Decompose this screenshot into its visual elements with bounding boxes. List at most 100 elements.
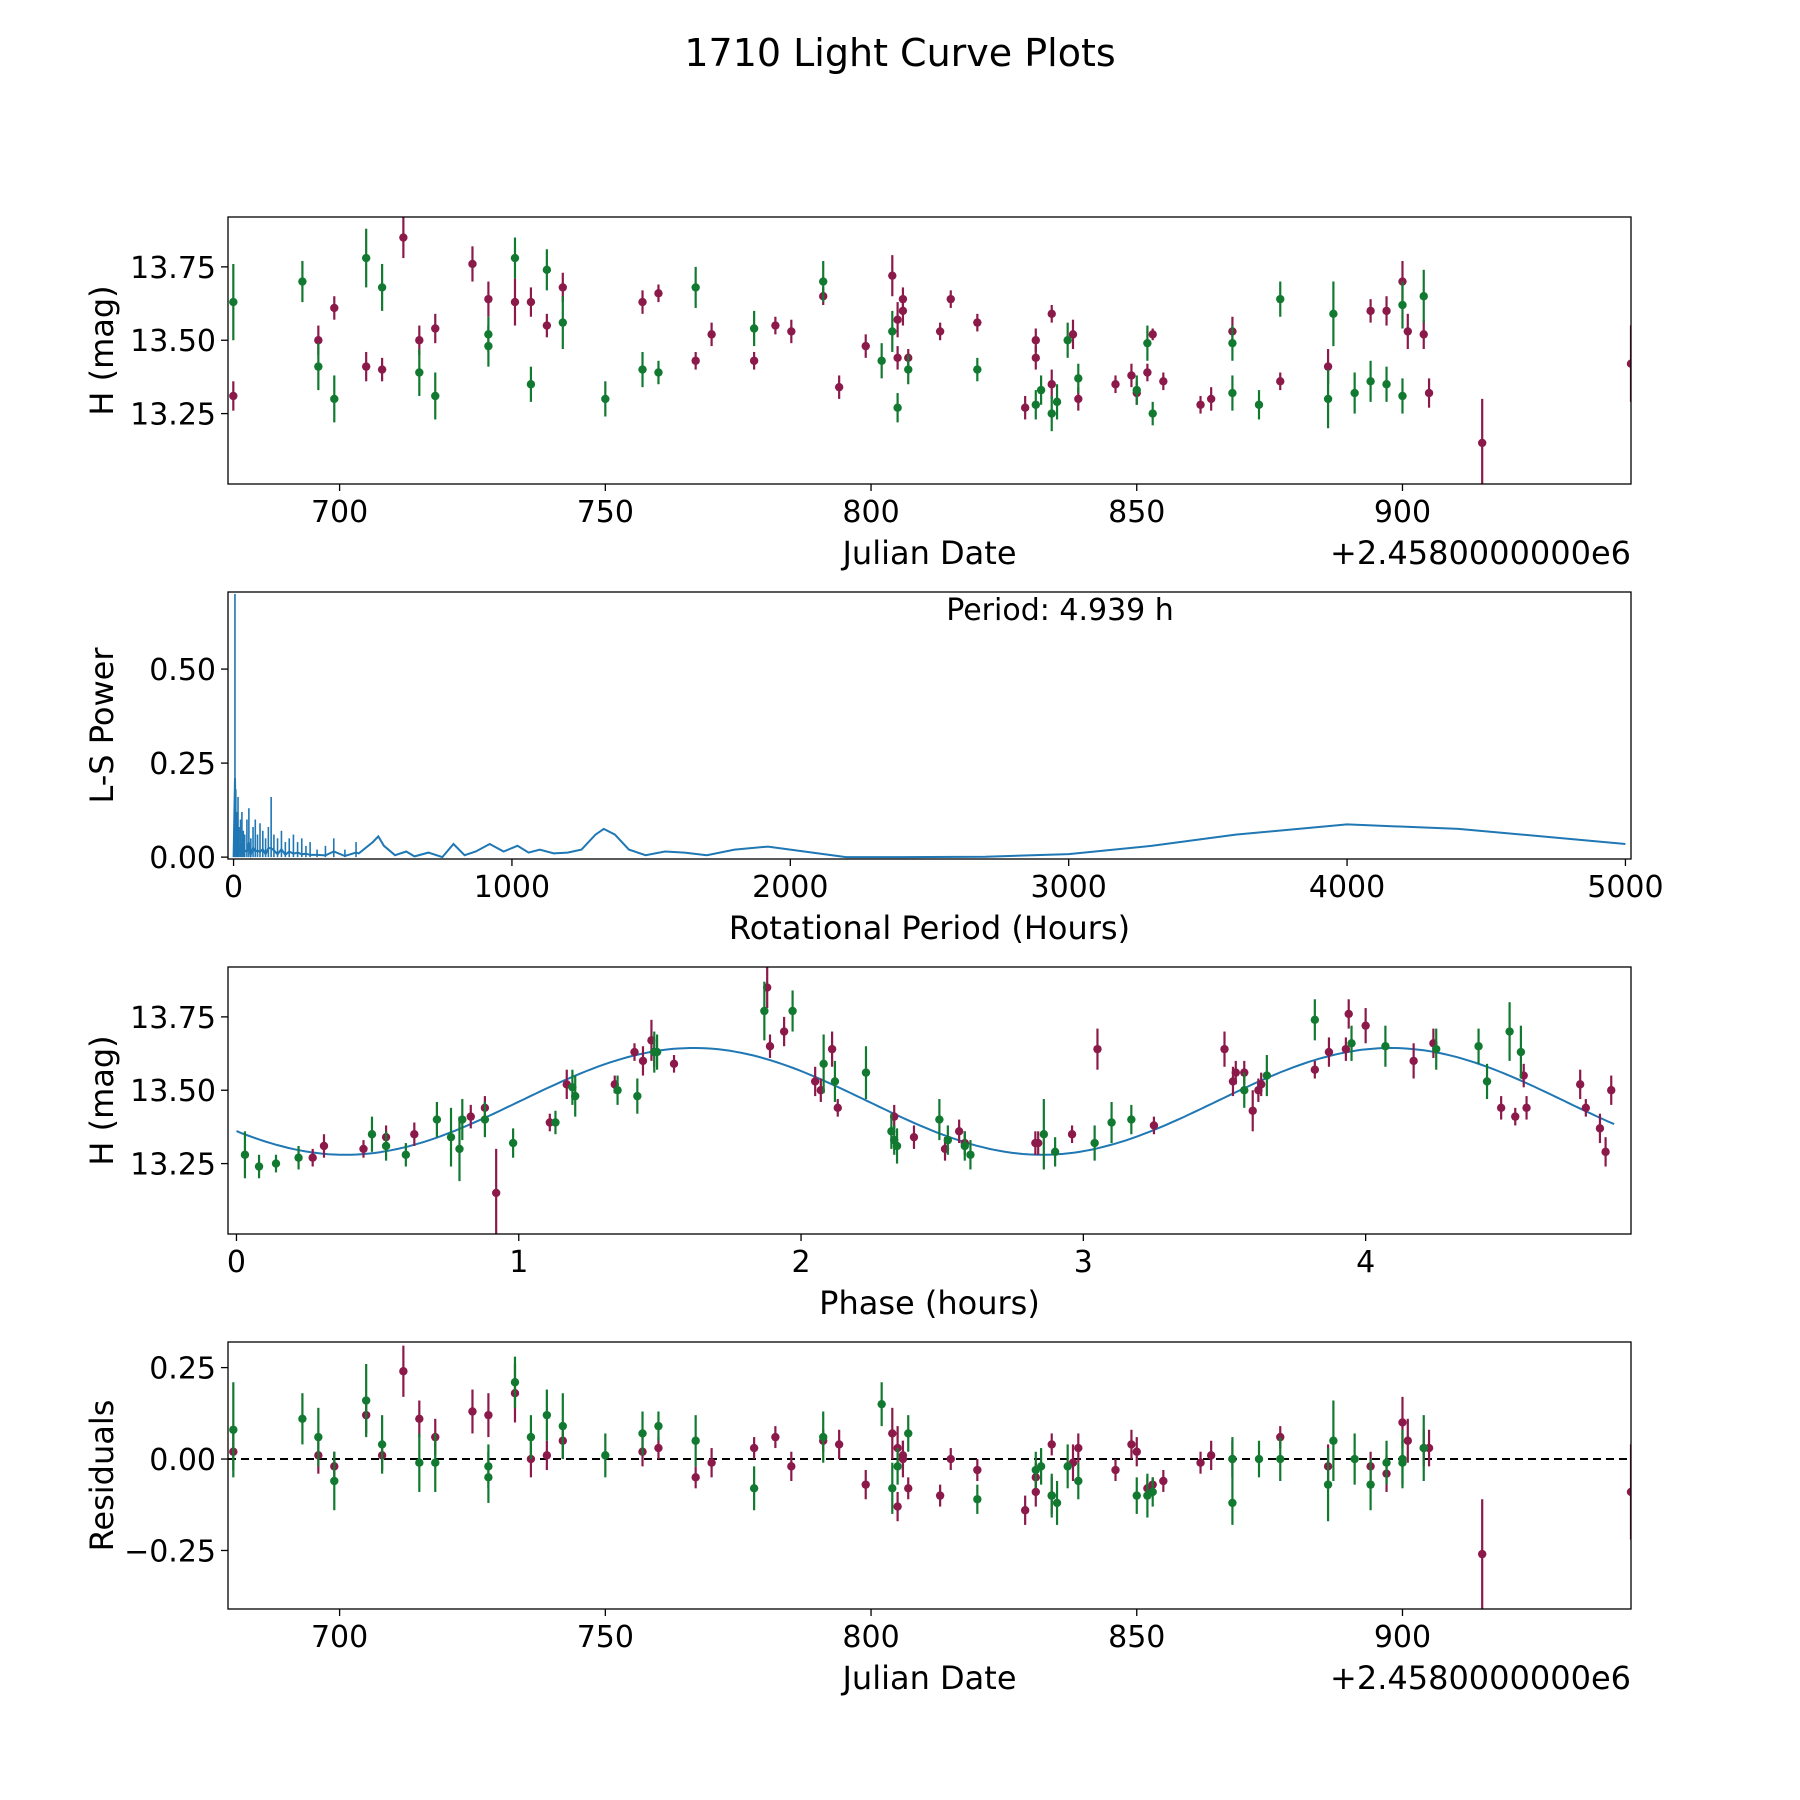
data-point-green: [935, 1115, 944, 1124]
plot-area: [236, 967, 1616, 1234]
data-point-magenta: [691, 356, 700, 365]
data-point-magenta: [1361, 1021, 1370, 1030]
data-point-magenta: [415, 1414, 424, 1424]
data-point-magenta: [1409, 1056, 1418, 1066]
data-point-green: [877, 356, 886, 365]
data-point-magenta: [765, 1042, 775, 1051]
data-point-magenta: [1074, 1443, 1083, 1453]
axes-frame: [227, 1341, 1632, 1610]
data-point-magenta: [377, 365, 387, 374]
data-point-green: [1382, 380, 1391, 389]
data-point-green: [960, 1141, 969, 1151]
x-tick-label: 750: [577, 1620, 634, 1655]
x-tick-label: 4: [1356, 1245, 1375, 1280]
data-point-magenta: [904, 1484, 913, 1493]
data-point-magenta: [638, 1056, 648, 1066]
x-axis-label: Julian Date: [840, 1659, 1016, 1697]
data-point-magenta: [810, 1077, 820, 1086]
data-point-magenta: [1424, 388, 1434, 398]
data-point-green: [455, 1144, 464, 1154]
data-point-magenta: [1031, 336, 1040, 345]
data-point-green: [893, 403, 902, 412]
data-point-green: [1132, 385, 1141, 395]
data-point-green: [1382, 1458, 1391, 1467]
data-point-green: [943, 1135, 953, 1145]
data-point-magenta: [1149, 1121, 1159, 1130]
y-axis-label: H (mag): [83, 285, 121, 415]
data-point-magenta: [893, 1502, 902, 1511]
series-green: [229, 228, 1428, 432]
data-point-magenta: [946, 294, 955, 304]
data-point-green: [432, 1115, 442, 1124]
data-point-magenta: [771, 321, 780, 330]
data-point-magenta: [1231, 1068, 1240, 1077]
data-point-green: [1143, 338, 1152, 348]
data-point-magenta: [898, 306, 908, 316]
data-point-magenta: [526, 1454, 536, 1464]
period-annotation: Period: 4.939 h: [946, 593, 1174, 628]
data-point-green: [1329, 1436, 1338, 1445]
data-point-magenta: [691, 1473, 700, 1482]
data-point-green: [229, 297, 238, 307]
data-point-green: [601, 394, 610, 404]
data-point-green: [654, 368, 663, 377]
data-point-green: [1074, 1476, 1083, 1486]
data-point-green: [819, 1432, 828, 1442]
data-point-magenta: [1276, 377, 1285, 386]
figure-title: 1710 Light Curve Plots: [684, 31, 1115, 75]
data-point-magenta: [1403, 1436, 1412, 1445]
residuals-panel: 700 750 800 850 900 −0.25 0.00 0.25 Julian Date R…: [83, 1341, 1632, 1697]
x-offset-text: +2.4580000000e6: [1330, 1659, 1631, 1697]
x-tick-label: 2000: [752, 870, 828, 905]
x-tick-label: 3: [1074, 1245, 1093, 1280]
data-point-green: [1228, 388, 1237, 398]
data-point-green: [1254, 1454, 1264, 1464]
data-point-magenta: [861, 1480, 870, 1489]
data-point-magenta: [1093, 1044, 1102, 1054]
data-point-green: [1228, 1454, 1237, 1464]
data-point-green: [294, 1153, 303, 1162]
data-point-green: [1381, 1042, 1390, 1051]
data-point-green: [1148, 409, 1157, 418]
data-point-green: [526, 380, 536, 389]
data-point-magenta: [1601, 1147, 1610, 1157]
data-point-green: [1366, 377, 1375, 386]
data-point-magenta: [1127, 1440, 1136, 1449]
data-point-magenta: [1581, 1103, 1591, 1113]
data-point-green: [633, 1091, 642, 1101]
data-point-magenta: [1256, 1080, 1266, 1089]
light-curve-panel: 700 750 800 850 900 13.25 13.50 13.75 Julian Dat…: [83, 216, 1632, 572]
data-point-green: [1276, 294, 1285, 304]
y-tick-label: 13.25: [130, 398, 216, 433]
data-point-magenta: [542, 321, 552, 330]
data-point-green: [1254, 400, 1264, 409]
data-point-magenta: [1206, 394, 1216, 404]
data-point-magenta: [1496, 1103, 1506, 1113]
data-point-green: [1047, 1491, 1056, 1500]
data-point-magenta: [1366, 306, 1375, 316]
data-point-magenta: [526, 297, 536, 307]
data-point-green: [613, 1086, 622, 1095]
y-tick-label: 13.75: [130, 251, 216, 286]
series-magenta: [229, 217, 1631, 484]
data-point-magenta: [361, 362, 371, 371]
data-point-magenta: [1127, 371, 1136, 380]
data-point-magenta: [468, 259, 477, 269]
data-point-green: [484, 1473, 493, 1482]
data-point-magenta: [1031, 353, 1040, 363]
data-point-magenta: [466, 1112, 475, 1121]
data-point-magenta: [1020, 1506, 1030, 1515]
data-point-green: [638, 365, 647, 374]
data-point-magenta: [1419, 330, 1428, 339]
data-point-green: [691, 1436, 700, 1445]
data-point-magenta: [669, 1059, 679, 1069]
data-point-magenta: [1148, 330, 1157, 339]
data-point-magenta: [749, 1443, 759, 1453]
x-tick-label: 1000: [474, 870, 550, 905]
data-point-magenta: [359, 1144, 368, 1154]
data-point-magenta: [542, 1451, 552, 1460]
data-point-green: [1323, 394, 1333, 404]
data-point-green: [973, 1495, 982, 1504]
data-point-green: [229, 1425, 238, 1434]
